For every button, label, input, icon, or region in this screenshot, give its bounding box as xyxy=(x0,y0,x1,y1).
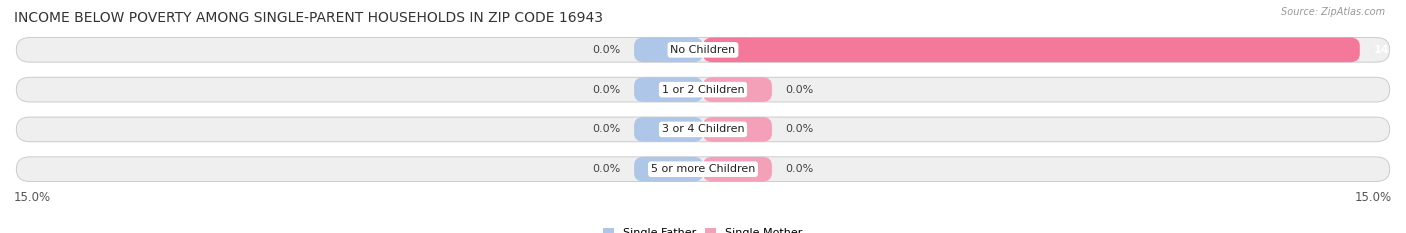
FancyBboxPatch shape xyxy=(634,117,703,142)
Text: 0.0%: 0.0% xyxy=(786,164,814,174)
FancyBboxPatch shape xyxy=(703,38,1360,62)
Text: No Children: No Children xyxy=(671,45,735,55)
FancyBboxPatch shape xyxy=(17,38,1389,62)
Text: 1 or 2 Children: 1 or 2 Children xyxy=(662,85,744,95)
Text: 0.0%: 0.0% xyxy=(786,124,814,134)
FancyBboxPatch shape xyxy=(703,157,772,182)
FancyBboxPatch shape xyxy=(703,77,772,102)
Text: 0.0%: 0.0% xyxy=(592,164,620,174)
FancyBboxPatch shape xyxy=(17,157,1389,182)
FancyBboxPatch shape xyxy=(634,157,703,182)
Text: 0.0%: 0.0% xyxy=(786,85,814,95)
FancyBboxPatch shape xyxy=(17,77,1389,102)
FancyBboxPatch shape xyxy=(634,77,703,102)
Text: 15.0%: 15.0% xyxy=(14,191,51,204)
FancyBboxPatch shape xyxy=(634,38,703,62)
Text: 3 or 4 Children: 3 or 4 Children xyxy=(662,124,744,134)
Text: 14.3%: 14.3% xyxy=(1374,45,1406,55)
Text: Source: ZipAtlas.com: Source: ZipAtlas.com xyxy=(1281,7,1385,17)
FancyBboxPatch shape xyxy=(17,117,1389,142)
Text: 5 or more Children: 5 or more Children xyxy=(651,164,755,174)
FancyBboxPatch shape xyxy=(703,117,772,142)
Legend: Single Father, Single Mother: Single Father, Single Mother xyxy=(599,223,807,233)
Text: 15.0%: 15.0% xyxy=(1355,191,1392,204)
Text: 0.0%: 0.0% xyxy=(592,45,620,55)
Text: INCOME BELOW POVERTY AMONG SINGLE-PARENT HOUSEHOLDS IN ZIP CODE 16943: INCOME BELOW POVERTY AMONG SINGLE-PARENT… xyxy=(14,11,603,25)
Text: 0.0%: 0.0% xyxy=(592,124,620,134)
Text: 0.0%: 0.0% xyxy=(592,85,620,95)
